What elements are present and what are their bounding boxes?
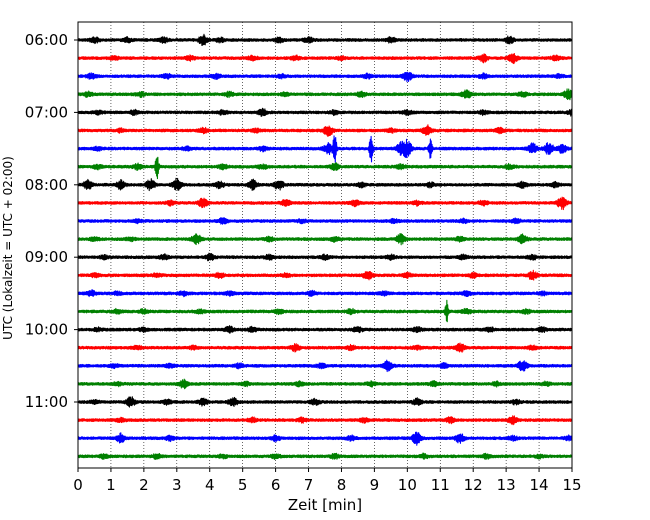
x-tick-label-2: 2 xyxy=(139,476,149,494)
x-tick-label-14: 14 xyxy=(530,476,549,494)
trace-1145 xyxy=(77,452,573,461)
trace-1045 xyxy=(77,378,573,390)
x-tick-label-13: 13 xyxy=(497,476,516,494)
x-tick-label-1: 1 xyxy=(106,476,116,494)
trace-1100 xyxy=(77,396,573,408)
y-tick-label-10:00: 10:00 xyxy=(25,321,68,339)
y-tick-label-07:00: 07:00 xyxy=(25,103,68,121)
x-tick-label-6: 6 xyxy=(271,476,281,494)
x-tick-label-9: 9 xyxy=(370,476,380,494)
trace-0945 xyxy=(77,299,573,323)
trace-1015 xyxy=(77,342,573,353)
x-tick-label-7: 7 xyxy=(304,476,314,494)
seismic-traces xyxy=(77,33,573,461)
y-axis-ticks: 06:00 07:00 08:00 09:00 10:00 11:00 xyxy=(25,31,78,411)
y-tick-label-08:00: 08:00 xyxy=(25,176,68,194)
trace-1030 xyxy=(77,359,573,373)
trace-0630 xyxy=(77,71,573,83)
trace-0800 xyxy=(77,177,573,192)
trace-0845 xyxy=(77,233,573,246)
plot-frame xyxy=(77,21,573,469)
trace-0730 xyxy=(77,135,573,163)
y-tick-label-06:00: 06:00 xyxy=(25,31,68,49)
x-tick-label-12: 12 xyxy=(464,476,483,494)
trace-0900 xyxy=(77,252,573,262)
x-tick-label-10: 10 xyxy=(398,476,417,494)
trace-0745 xyxy=(77,156,573,180)
x-tick-label-5: 5 xyxy=(238,476,248,494)
y-tick-label-09:00: 09:00 xyxy=(25,248,68,266)
x-axis-ticks: 0 1 2 3 4 5 6 7 8 9 10 11 12 13 14 15 xyxy=(73,468,582,494)
trace-0700 xyxy=(77,107,573,117)
trace-1130 xyxy=(77,431,573,446)
x-axis-label: Zeit [min] xyxy=(288,496,362,514)
y-tick-label-11:00: 11:00 xyxy=(25,393,68,411)
trace-0615 xyxy=(77,52,573,65)
x-tick-label-3: 3 xyxy=(172,476,182,494)
x-tick-label-15: 15 xyxy=(562,476,581,494)
trace-0815 xyxy=(77,196,573,211)
trace-1115 xyxy=(77,415,573,426)
trace-0830 xyxy=(77,217,573,225)
trace-0645 xyxy=(77,88,573,101)
x-tick-label-11: 11 xyxy=(431,476,450,494)
x-tick-label-8: 8 xyxy=(337,476,347,494)
trace-0930 xyxy=(77,289,573,298)
trace-0600 xyxy=(77,33,573,47)
x-tick-label-0: 0 xyxy=(73,476,83,494)
plot-background xyxy=(78,22,572,468)
x-tick-label-4: 4 xyxy=(205,476,215,494)
trace-1000 xyxy=(77,325,573,334)
y-axis-label: UTC (Lokalzeit = UTC + 02:00) xyxy=(1,156,15,340)
trace-0715 xyxy=(77,124,573,137)
trace-0915 xyxy=(77,269,573,281)
